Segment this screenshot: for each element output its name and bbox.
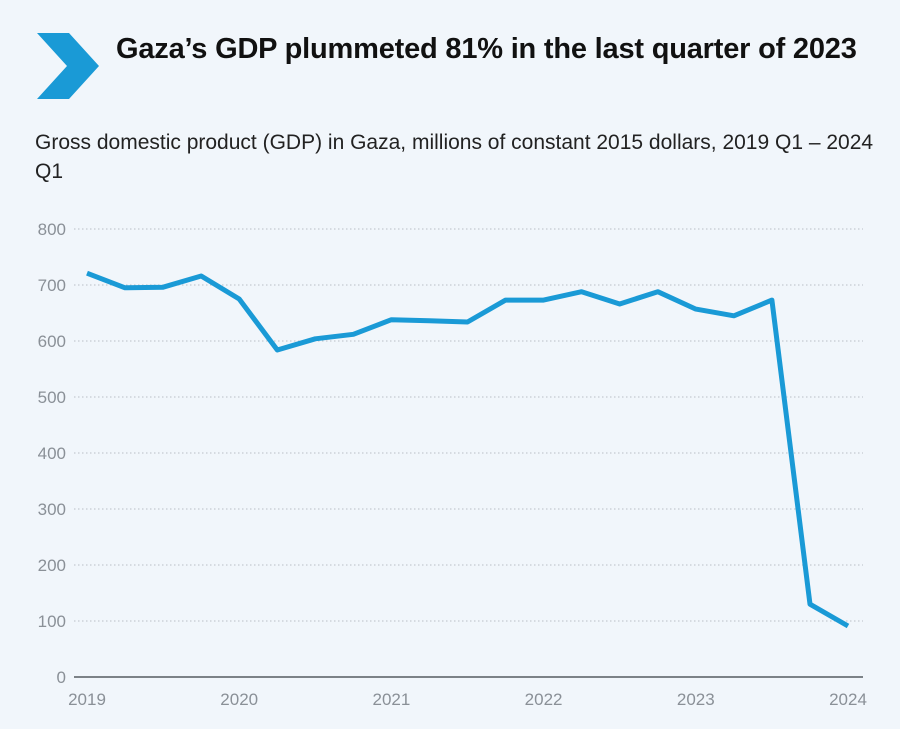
y-tick-label: 600 (38, 332, 66, 351)
x-tick-label: 2021 (372, 690, 410, 709)
y-tick-label: 700 (38, 276, 66, 295)
chevron-right-icon (37, 33, 99, 99)
x-tick-label: 2020 (220, 690, 258, 709)
y-tick-label: 0 (57, 668, 66, 687)
y-tick-label: 200 (38, 556, 66, 575)
chart-title: Gaza’s GDP plummeted 81% in the last qua… (116, 33, 857, 65)
gridlines (74, 228, 863, 678)
y-tick-label: 100 (38, 612, 66, 631)
chart-subtitle: Gross domestic product (GDP) in Gaza, mi… (35, 131, 874, 183)
x-tick-label: 2024 (829, 690, 867, 709)
y-tick-label: 500 (38, 388, 66, 407)
x-tick-label: 2023 (677, 690, 715, 709)
x-tick-label: 2019 (68, 690, 106, 709)
series-line-gdp (86, 270, 850, 629)
y-tick-label: 800 (38, 220, 66, 239)
x-tick-label: 2022 (525, 690, 563, 709)
series-layer (86, 270, 850, 629)
y-tick-label: 300 (38, 500, 66, 519)
y-axis-ticks: 0 100 200 300 400 500 600 700 800 (38, 220, 66, 687)
x-axis-ticks: 2019 2020 2021 2022 2023 2024 (68, 690, 867, 709)
y-tick-label: 400 (38, 444, 66, 463)
